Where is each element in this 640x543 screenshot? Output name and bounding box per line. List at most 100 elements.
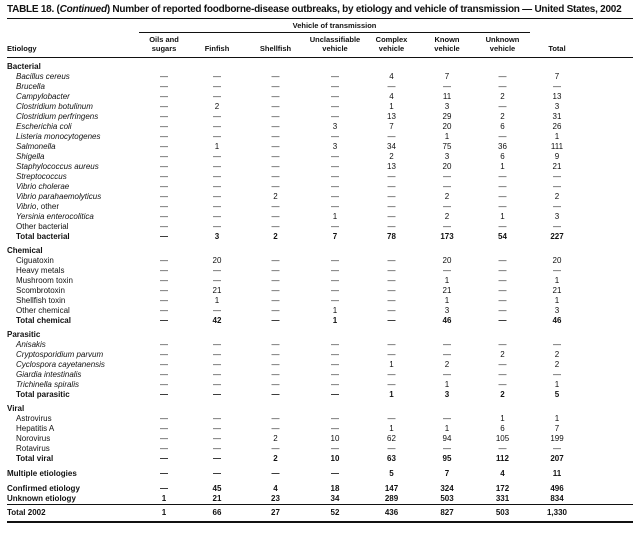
table-row: Clostridium botulinum — 2 — — 1 3 — 3	[7, 102, 633, 112]
cell-spacer	[584, 424, 633, 434]
cell-value: —	[553, 444, 561, 453]
cell-value: —	[271, 92, 280, 101]
cell-value: 1	[161, 494, 167, 503]
cell-value: 1	[389, 390, 394, 399]
cell-value: 2	[500, 350, 505, 359]
cell-spacer	[584, 212, 633, 222]
cell-value: 13	[552, 92, 562, 101]
row-label: Shigella	[7, 152, 139, 162]
cell-value: —	[331, 390, 339, 399]
cell-value: 1	[554, 414, 560, 423]
cell-value: —	[271, 172, 280, 181]
cell-value: 20	[552, 256, 562, 265]
table-title-prefix: TABLE 18. (	[7, 4, 60, 15]
row-label-italic: Yersinia enterocolitica	[16, 212, 94, 221]
cell-value: 105	[495, 434, 510, 443]
cell-value: —	[213, 306, 221, 315]
row-label: Vibrio cholerae	[7, 182, 139, 192]
cell-value: 34	[330, 494, 340, 503]
cell-value: —	[213, 276, 221, 285]
cell-value: —	[271, 276, 280, 285]
cell-value: —	[271, 370, 280, 379]
cell-value: —	[387, 192, 396, 201]
cell-value: —	[160, 454, 168, 463]
row-label-text: Other bacterial	[16, 222, 69, 231]
cell-value: —	[387, 182, 396, 191]
cell-value: —	[271, 380, 280, 389]
row-label-text: Total viral	[16, 454, 54, 463]
cell-value: 2	[273, 454, 278, 463]
cell-value: 7	[554, 72, 560, 81]
cell-value: 3	[444, 390, 450, 399]
cell-value: —	[213, 380, 221, 389]
cell-value: 46	[442, 316, 452, 325]
cell-value: —	[160, 162, 168, 171]
cell-value: —	[213, 172, 221, 181]
table-row: Other bacterial — — — — — — — —	[7, 222, 633, 232]
cell-value: —	[160, 82, 168, 91]
cell-value: 34	[387, 142, 396, 151]
cell-value: —	[213, 340, 221, 349]
table-row: Cryptosporidium parvum — — — — — — 2 2	[7, 350, 633, 360]
cell-value: 2	[554, 360, 560, 369]
cell-value: —	[213, 434, 221, 443]
cell-value: 9	[554, 152, 560, 161]
section-label: Chemical	[7, 246, 43, 255]
cell-value: 1	[500, 212, 505, 221]
cell-value: —	[387, 444, 396, 453]
row-label-italic: Vibrio cholerae	[16, 182, 70, 191]
page-root: TABLE 18. (Continued) Number of reported…	[7, 4, 633, 523]
row-label: Cryptosporidium parvum	[7, 350, 139, 360]
row-label: Mushroom toxin	[7, 276, 139, 286]
cell-value: —	[331, 222, 339, 231]
row-label: Ciguatoxin	[7, 256, 139, 266]
cell-value: —	[213, 152, 221, 161]
cell-spacer	[584, 82, 633, 92]
cell-value: —	[498, 192, 507, 201]
cell-value: —	[160, 380, 168, 389]
row-label: Salmonella	[7, 142, 139, 152]
row-label: Rotavirus	[7, 444, 139, 454]
cell-value: 1	[444, 132, 450, 141]
cell-value: —	[160, 202, 168, 211]
table-row: Listeria monocytogenes — — — — — 1 — 1	[7, 132, 633, 142]
cell-value: —	[271, 469, 280, 478]
section-label: Viral	[7, 404, 25, 413]
cell-value: 54	[498, 232, 507, 241]
cell-value: —	[271, 132, 280, 141]
cell-value: —	[160, 276, 168, 285]
cell-value: —	[213, 212, 221, 221]
row-label-italic: Vibrio	[16, 202, 37, 211]
cell-value: 112	[496, 454, 509, 463]
cell-value: —	[213, 82, 221, 91]
cell-value: —	[160, 102, 168, 111]
row-label-text: Rotavirus	[16, 444, 50, 453]
cell-value: 3	[332, 142, 338, 151]
cell-value: 2	[500, 390, 505, 399]
cell-value: 11	[552, 469, 562, 478]
cell-value: 1	[332, 306, 338, 315]
cell-value: —	[271, 102, 280, 111]
cell-value: —	[387, 82, 396, 91]
cell-value: 1	[389, 360, 394, 369]
cell-value: 2	[214, 102, 220, 111]
cell-value: —	[498, 132, 507, 141]
cell-spacer	[584, 340, 633, 350]
cell-value: —	[213, 182, 221, 191]
table-row: Streptococcus — — — — — — — —	[7, 172, 633, 182]
column-header-known: Known vehicle	[419, 32, 475, 58]
cell-value: —	[331, 182, 339, 191]
table-row: Total parasitic — — — — 1 3 2 5	[7, 390, 633, 400]
cell-value: 331	[495, 494, 510, 503]
row-label-italic: Brucella	[16, 82, 45, 91]
cell-value: —	[331, 296, 339, 305]
row-label-text: Total bacterial	[16, 232, 70, 241]
row-label-italic: Vibrio parahaemolyticus	[16, 192, 102, 201]
cell-value: —	[213, 454, 221, 463]
cell-value: —	[271, 72, 280, 81]
cell-value: —	[498, 72, 507, 81]
cell-value: —	[160, 132, 168, 141]
cell-value: 172	[495, 484, 510, 493]
cell-value: —	[387, 380, 396, 389]
cell-spacer	[584, 360, 633, 370]
